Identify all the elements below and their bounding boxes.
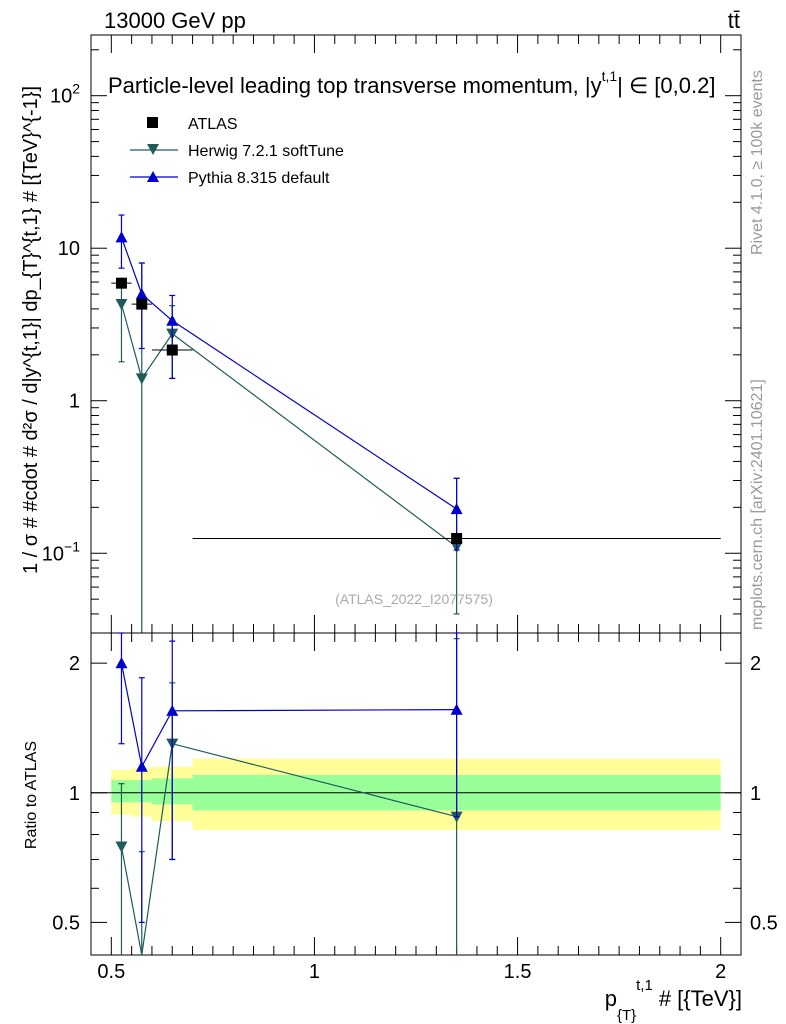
main-data-marks [111,214,721,633]
pythia-marker [115,231,128,243]
pythia-line [120,237,457,510]
ratio-pythia-line [120,663,457,769]
legend-pythia-marker [147,171,159,182]
main-y-tick-label: 1 [69,391,80,413]
ratio-data-marks [115,632,463,956]
main-y-tick-label: 10−1 [42,538,80,565]
ratio-herwig-line [120,742,457,956]
legend-herwig-marker [147,144,159,155]
ratio-ticks: 0.5 1 1.5 2 0.5 0.5 1 1 2 2 [52,633,778,983]
pythia-marker [450,503,463,515]
legend-atlas-label: ATLAS [188,116,238,133]
main-y-tick-label: 102 [50,81,80,108]
ratio-herwig-marker [115,841,128,853]
energy-label: 13000 GeV pp [104,8,246,33]
ratio-x-tick-label: 1.5 [504,961,532,983]
main-y-ticks: 10−1 1 10 102 [42,49,741,634]
ratio-y-tick-label-right: 0.5 [750,912,778,934]
ratio-pythia-marker [115,657,128,669]
pythia-marker [166,314,179,326]
main-panel: Particle-level leading top transverse mo… [20,34,742,634]
atlas-marker [166,344,178,356]
ratio-x-tick-label: 2 [715,961,726,983]
herwig-marker [135,373,148,385]
pythia-marker [135,288,148,300]
ratio-pythia-marker [135,760,148,772]
source-label: mcplots.cern.ch [arXiv:2401.10621] [749,379,766,630]
main-y-axis-label: 1 / σ # #cdot # d²σ / d|y^{t,1}| dp_{T}^… [20,86,42,574]
ratio-panel: 0.5 1 1.5 2 0.5 0.5 1 1 2 2 Ratio to ATLAS p{T}t,… [23,632,778,1024]
main-y-tick-label: 10 [58,238,80,260]
ratio-x-tick-label: 0.5 [97,961,125,983]
process-label: tt̄ [728,8,740,33]
ratio-uncertainty-bands [111,758,721,830]
ratio-y-tick-label-left: 1 [69,783,80,805]
legend-atlas-marker [147,117,158,128]
analysis-watermark: (ATLAS_2022_I2077575) [335,591,493,607]
ratio-pythia-marker [166,704,179,716]
herwig-marker [115,299,128,311]
ratio-x-tick-label: 1 [309,961,320,983]
legend-pythia-label: Pythia 8.315 default [188,170,330,187]
main-x-ticks [110,35,722,633]
ratio-y-tick-label-right: 1 [750,783,761,805]
ratio-y-tick-label-left: 2 [69,653,80,675]
ratio-y-tick-label-right: 2 [750,653,761,675]
atlas-marker [136,298,148,310]
rivet-version-label: Rivet 4.1.0, ≥ 100k events [749,70,766,255]
herwig-line [120,303,457,548]
ratio-y-tick-label-left: 0.5 [52,912,80,934]
ratio-pythia-marker [450,703,463,715]
x-axis-label: p{T}t,1# [{TeV}] [605,977,742,1024]
legend-herwig-label: Herwig 7.2.1 softTune [188,143,344,160]
main-title: Particle-level leading top transverse mo… [108,68,715,98]
atlas-marker [451,532,463,544]
atlas-marker [115,277,127,289]
ratio-y-axis-label: Ratio to ATLAS [23,741,40,849]
legend: ATLAS Herwig 7.2.1 softTune Pythia 8.315… [130,116,344,187]
